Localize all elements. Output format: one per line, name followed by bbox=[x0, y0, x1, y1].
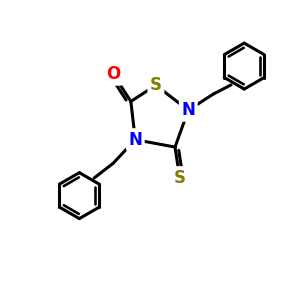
Text: S: S bbox=[174, 169, 186, 187]
Text: N: N bbox=[181, 101, 195, 119]
Text: N: N bbox=[128, 131, 142, 149]
Text: O: O bbox=[106, 65, 120, 83]
Text: S: S bbox=[150, 76, 162, 94]
